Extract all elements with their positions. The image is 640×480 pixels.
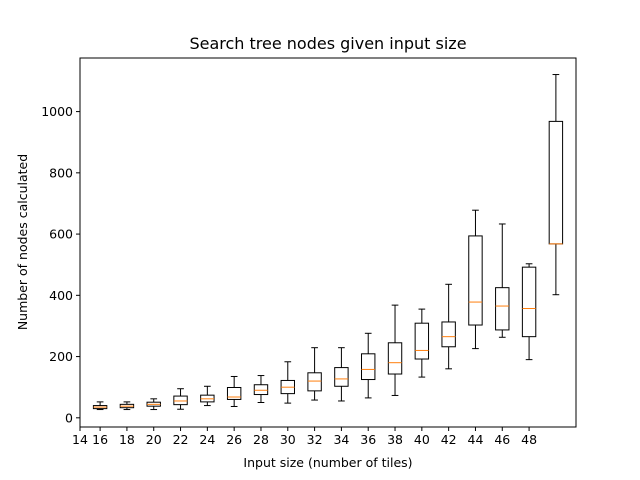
- box-30: [280, 361, 295, 404]
- x-axis: 14 16 18 20 22 24 26 28 30 32 34 36 38 40 42 44 46 48: [72, 427, 537, 447]
- x-tick-label: 28: [253, 432, 269, 447]
- box-iqr: [414, 322, 430, 360]
- box-iqr: [334, 367, 349, 387]
- box-iqr: [521, 266, 537, 338]
- x-tick-label: 22: [173, 432, 189, 447]
- x-tick-label: 48: [521, 432, 537, 447]
- box-28: [253, 375, 269, 404]
- x-axis-label: Input size (number of tiles): [243, 455, 412, 470]
- box-24: [200, 385, 215, 407]
- y-tick-label: 600: [49, 227, 73, 242]
- y-axis: 0 200 400 600 800 1000: [41, 104, 80, 425]
- y-tick-label: 0: [65, 410, 73, 425]
- x-tick-label: 46: [494, 432, 510, 447]
- chart-title: Search tree nodes given input size: [189, 34, 466, 53]
- box-18: [119, 401, 135, 411]
- y-tick-label: 1000: [41, 104, 73, 119]
- y-tick-label: 400: [49, 288, 73, 303]
- y-tick-label: 800: [49, 165, 73, 180]
- box-48: [521, 263, 537, 361]
- box-iqr: [361, 353, 376, 381]
- x-tick-label: 20: [146, 432, 162, 447]
- y-axis-label: Number of nodes calculated: [15, 154, 30, 330]
- box-36: [361, 332, 376, 399]
- box-46: [495, 223, 510, 338]
- x-tick-label: 24: [199, 432, 215, 447]
- x-tick-label: 14: [72, 432, 88, 447]
- box-iqr: [468, 235, 483, 326]
- x-tick-label: 34: [333, 432, 349, 447]
- box-iqr: [387, 342, 403, 375]
- x-tick-label: 36: [360, 432, 376, 447]
- y-tick-label: 200: [49, 349, 73, 364]
- box-iqr: [441, 321, 456, 348]
- x-tick-label: 44: [468, 432, 484, 447]
- x-tick-label: 32: [307, 432, 323, 447]
- x-tick-label: 16: [92, 432, 108, 447]
- box-iqr: [548, 120, 564, 245]
- x-tick-label: 30: [280, 432, 296, 447]
- box-22: [173, 388, 188, 410]
- box-last: [548, 74, 564, 296]
- x-tick-label: 38: [387, 432, 403, 447]
- box-iqr: [495, 287, 510, 331]
- x-tick-label: 40: [414, 432, 430, 447]
- x-tick-label: 18: [119, 432, 135, 447]
- box-40: [414, 308, 430, 378]
- box-34: [334, 347, 349, 402]
- box-iqr: [253, 384, 269, 396]
- box-38: [387, 304, 403, 396]
- box-26: [226, 375, 242, 407]
- x-tick-label: 26: [226, 432, 242, 447]
- box-20: [146, 398, 161, 411]
- box-42: [441, 283, 456, 370]
- plot-frame: [79, 57, 577, 428]
- box-44: [468, 209, 483, 350]
- box-16: [92, 401, 108, 411]
- plot-area: [92, 74, 564, 411]
- box-iqr: [226, 386, 242, 400]
- box-iqr: [307, 372, 322, 392]
- x-tick-label: 42: [441, 432, 457, 447]
- box-32: [307, 347, 322, 401]
- box-iqr: [173, 395, 188, 406]
